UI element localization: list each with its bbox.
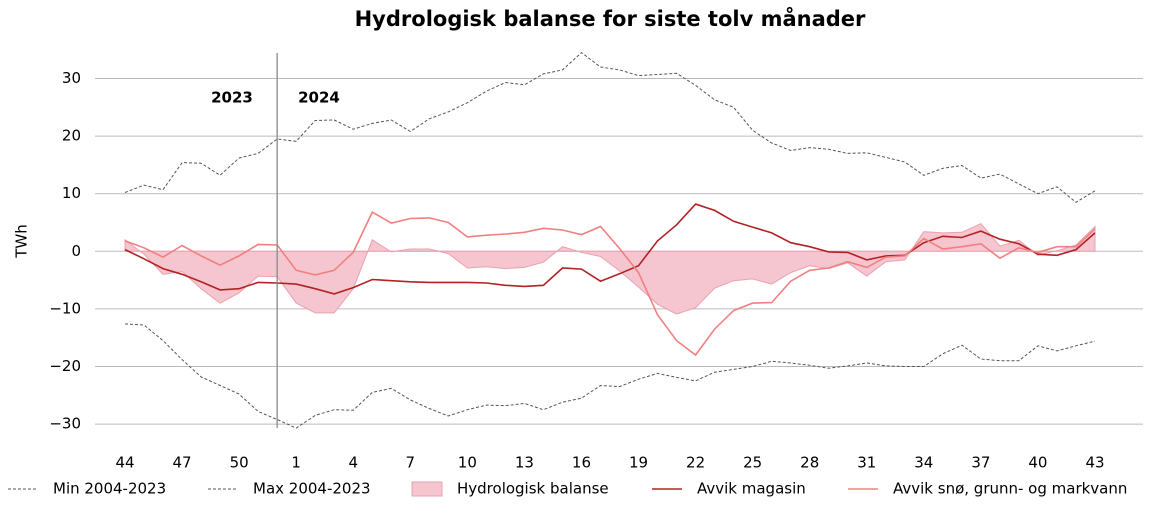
x-tick-label: 50 — [230, 454, 249, 472]
x-tick-label: 13 — [515, 454, 534, 472]
x-tick-label: 4 — [348, 454, 358, 472]
legend-label: Avvik magasin — [697, 480, 806, 498]
x-tick-label: 34 — [914, 454, 933, 472]
y-axis-label: TWh — [13, 224, 31, 259]
chart-title: Hydrologisk balanse for siste tolv månad… — [355, 6, 866, 31]
x-tick-label: 16 — [572, 454, 591, 472]
line — [124, 210, 1096, 357]
line — [124, 203, 1096, 295]
y-tick-label: 0 — [71, 242, 81, 260]
year-annotation: 2024 — [298, 89, 340, 107]
legend-swatch — [411, 481, 443, 497]
x-tick-label: 47 — [173, 454, 192, 472]
legend-label: Max 2004-2023 — [253, 480, 371, 498]
legend-label: Avvik snø, grunn- og markvann — [893, 480, 1127, 498]
y-tick-label: 30 — [62, 69, 81, 87]
y-tick-label: 10 — [62, 184, 81, 202]
line — [124, 51, 1096, 203]
x-tick-label: 31 — [857, 454, 876, 472]
legend-label: Hydrologisk balanse — [457, 480, 609, 498]
y-tick-label: −20 — [49, 357, 81, 375]
y-tick-label: −30 — [49, 415, 81, 433]
y-tick-label: −10 — [49, 299, 81, 317]
x-tick-label: 7 — [406, 454, 416, 472]
x-tick-label: 28 — [800, 454, 819, 472]
x-tick-label: 10 — [458, 454, 477, 472]
x-tick-label: 1 — [291, 454, 301, 472]
x-tick-label: 19 — [629, 454, 648, 472]
x-tick-label: 25 — [743, 454, 762, 472]
year-annotation: 2023 — [211, 89, 253, 107]
legend-label: Min 2004-2023 — [53, 480, 166, 498]
y-tick-label: 20 — [62, 127, 81, 145]
x-tick-label: 37 — [971, 454, 990, 472]
x-tick-label: 44 — [115, 454, 134, 472]
x-tick-label: 22 — [686, 454, 705, 472]
line — [124, 323, 1096, 429]
series-layer — [124, 51, 1096, 429]
x-tick-label: 40 — [1028, 454, 1047, 472]
x-tick-label: 43 — [1085, 454, 1104, 472]
